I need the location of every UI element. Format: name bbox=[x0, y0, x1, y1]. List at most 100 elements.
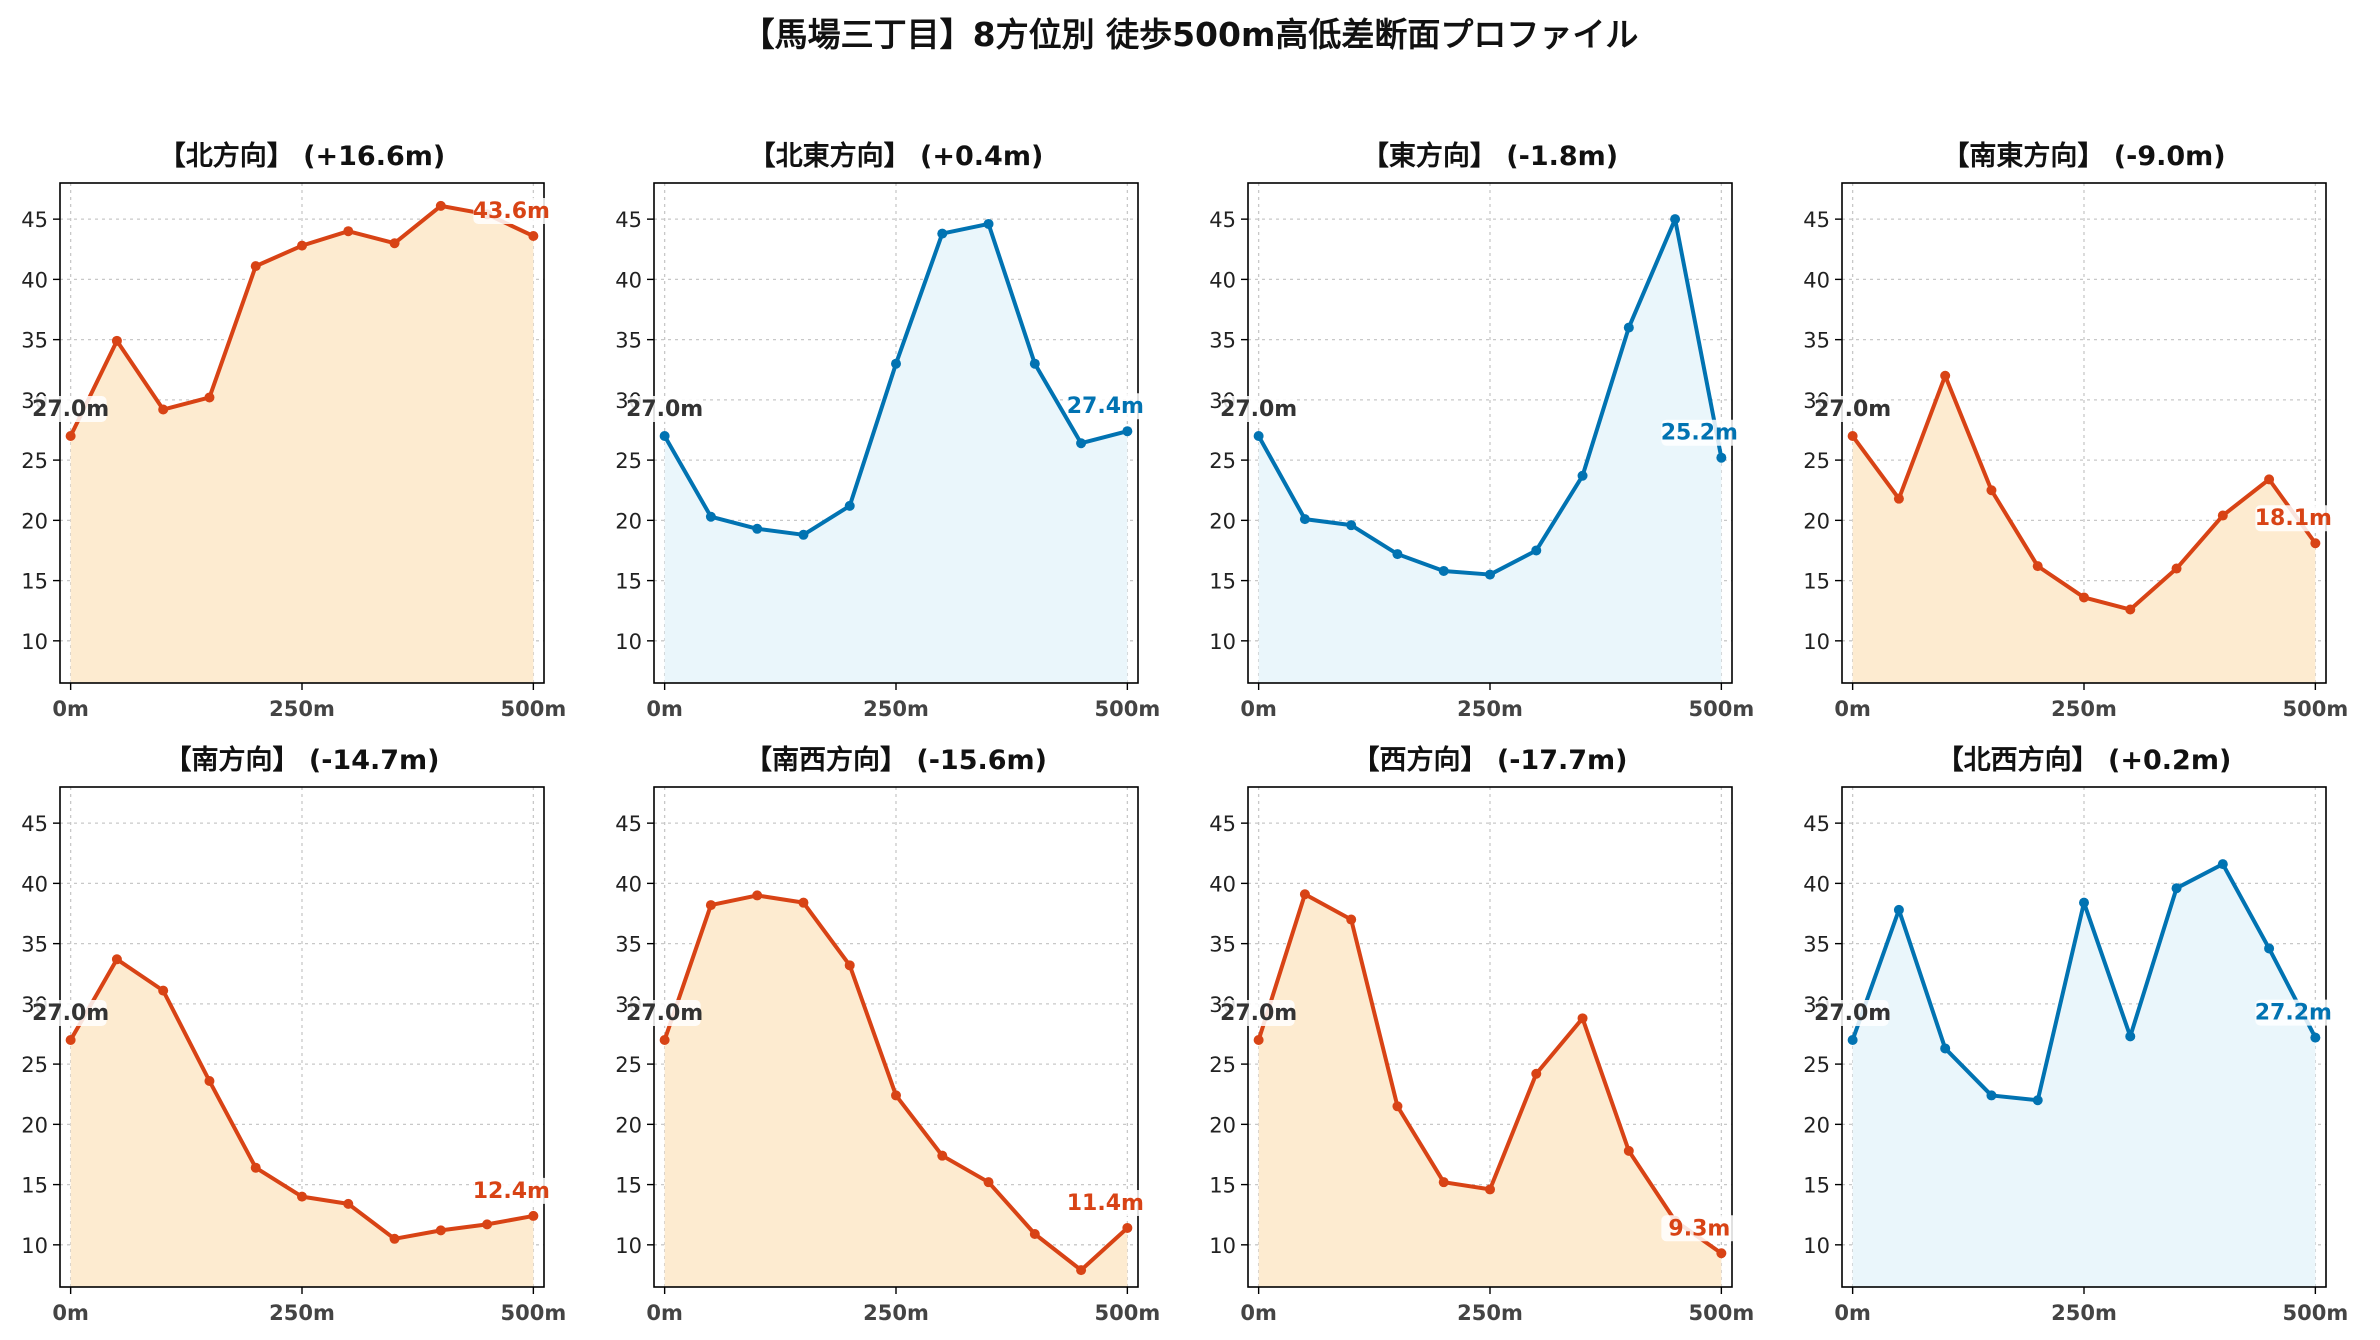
data-point bbox=[2171, 563, 2182, 574]
end-label: 11.4m bbox=[1067, 1191, 1144, 1216]
data-point bbox=[297, 240, 307, 251]
end-label-box bbox=[473, 1177, 550, 1204]
end-label: 43.6m bbox=[473, 199, 550, 224]
start-label: 27.0m bbox=[1220, 1001, 1297, 1026]
data-point bbox=[111, 954, 122, 965]
x-tick-label: 250m bbox=[269, 1301, 335, 1325]
y-tick-label: 25 bbox=[615, 449, 642, 473]
data-point bbox=[1847, 1035, 1858, 1046]
data-point bbox=[937, 1150, 948, 1161]
y-tick-label: 15 bbox=[1209, 1174, 1236, 1198]
start-label: 27.0m bbox=[1814, 397, 1891, 422]
y-tick-label: 25 bbox=[1209, 449, 1236, 473]
y-tick-label: 10 bbox=[21, 1234, 48, 1258]
data-point bbox=[2032, 1095, 2043, 1106]
data-point bbox=[1076, 438, 1087, 449]
data-point bbox=[1438, 565, 1449, 576]
y-tick-label: 25 bbox=[1803, 449, 1830, 473]
start-label-box bbox=[34, 1000, 107, 1027]
x-tick-label: 250m bbox=[863, 697, 929, 721]
data-point bbox=[752, 523, 763, 534]
data-point bbox=[659, 431, 670, 442]
data-point bbox=[1392, 1101, 1403, 1112]
y-tick-label: 45 bbox=[1803, 812, 1830, 836]
data-point bbox=[1893, 493, 1904, 504]
y-tick-label: 40 bbox=[1803, 872, 1830, 896]
y-tick-label: 15 bbox=[21, 570, 48, 594]
data-point bbox=[482, 1219, 493, 1230]
data-point bbox=[204, 392, 215, 403]
y-tick-label: 20 bbox=[21, 1113, 48, 1137]
subplot-title: 【南方向】 (-14.7m) bbox=[164, 744, 439, 776]
data-point bbox=[528, 1210, 539, 1221]
data-point bbox=[528, 231, 539, 242]
y-tick-label: 10 bbox=[21, 630, 48, 654]
y-tick-label: 25 bbox=[615, 1053, 642, 1077]
data-point bbox=[1253, 1035, 1264, 1046]
data-point bbox=[1986, 485, 1997, 496]
data-point bbox=[1623, 322, 1634, 333]
data-point bbox=[937, 228, 948, 239]
x-tick-label: 500m bbox=[2283, 697, 2349, 721]
area-fill bbox=[1258, 894, 1722, 1287]
page-title: 【馬場三丁目】8方位別 徒歩500m高低差断面プロファイル bbox=[741, 15, 1639, 54]
y-tick-label: 15 bbox=[1209, 570, 1236, 594]
data-point bbox=[1122, 426, 1133, 437]
data-point bbox=[1346, 520, 1357, 531]
x-tick-label: 250m bbox=[2051, 1301, 2117, 1325]
data-point bbox=[158, 985, 169, 996]
y-tick-label: 15 bbox=[615, 570, 642, 594]
y-tick-label: 35 bbox=[615, 329, 642, 353]
y-tick-label: 15 bbox=[1803, 1174, 1830, 1198]
y-tick-label: 40 bbox=[1209, 872, 1236, 896]
data-point bbox=[65, 1035, 76, 1046]
x-tick-label: 500m bbox=[1095, 1301, 1161, 1325]
data-point bbox=[1485, 569, 1495, 580]
x-tick-label: 0m bbox=[646, 1301, 683, 1325]
data-point bbox=[1346, 914, 1357, 925]
start-label-box bbox=[1222, 1000, 1295, 1027]
y-tick-label: 10 bbox=[1209, 1234, 1236, 1258]
start-label-box bbox=[628, 1000, 701, 1027]
data-point bbox=[983, 1177, 994, 1188]
x-tick-label: 0m bbox=[52, 697, 89, 721]
y-tick-label: 20 bbox=[1209, 1113, 1236, 1137]
end-label-box bbox=[473, 198, 550, 225]
end-label: 27.2m bbox=[2255, 1001, 2332, 1026]
data-point bbox=[250, 261, 261, 272]
data-point bbox=[844, 500, 855, 511]
data-point bbox=[2310, 538, 2321, 549]
data-point bbox=[2264, 943, 2275, 954]
start-label: 27.0m bbox=[626, 1001, 703, 1026]
subplot-title: 【西方向】 (-17.7m) bbox=[1352, 744, 1627, 776]
data-point bbox=[1623, 1145, 1634, 1156]
data-point bbox=[1893, 904, 1904, 915]
x-tick-label: 500m bbox=[501, 1301, 567, 1325]
start-label: 27.0m bbox=[626, 397, 703, 422]
start-label: 27.0m bbox=[32, 397, 109, 422]
end-label: 27.4m bbox=[1067, 394, 1144, 419]
data-point bbox=[2217, 510, 2228, 521]
data-point bbox=[1940, 370, 1951, 381]
data-point bbox=[659, 1035, 670, 1046]
y-tick-label: 10 bbox=[615, 630, 642, 654]
data-point bbox=[2125, 604, 2136, 615]
data-point bbox=[389, 1233, 400, 1244]
x-tick-label: 250m bbox=[863, 1301, 929, 1325]
subplot-title: 【北方向】 (+16.6m) bbox=[159, 140, 445, 172]
y-tick-label: 40 bbox=[1803, 268, 1830, 292]
end-label-box bbox=[2255, 505, 2332, 532]
y-tick-label: 45 bbox=[21, 208, 48, 232]
y-tick-label: 20 bbox=[1209, 509, 1236, 533]
y-tick-label: 10 bbox=[1803, 1234, 1830, 1258]
y-tick-label: 20 bbox=[21, 509, 48, 533]
subplot-title: 【東方向】 (-1.8m) bbox=[1362, 140, 1618, 172]
data-point bbox=[798, 529, 809, 540]
data-point bbox=[1847, 431, 1858, 442]
y-tick-label: 40 bbox=[21, 268, 48, 292]
data-point bbox=[1485, 1184, 1495, 1195]
area-fill bbox=[70, 205, 534, 683]
